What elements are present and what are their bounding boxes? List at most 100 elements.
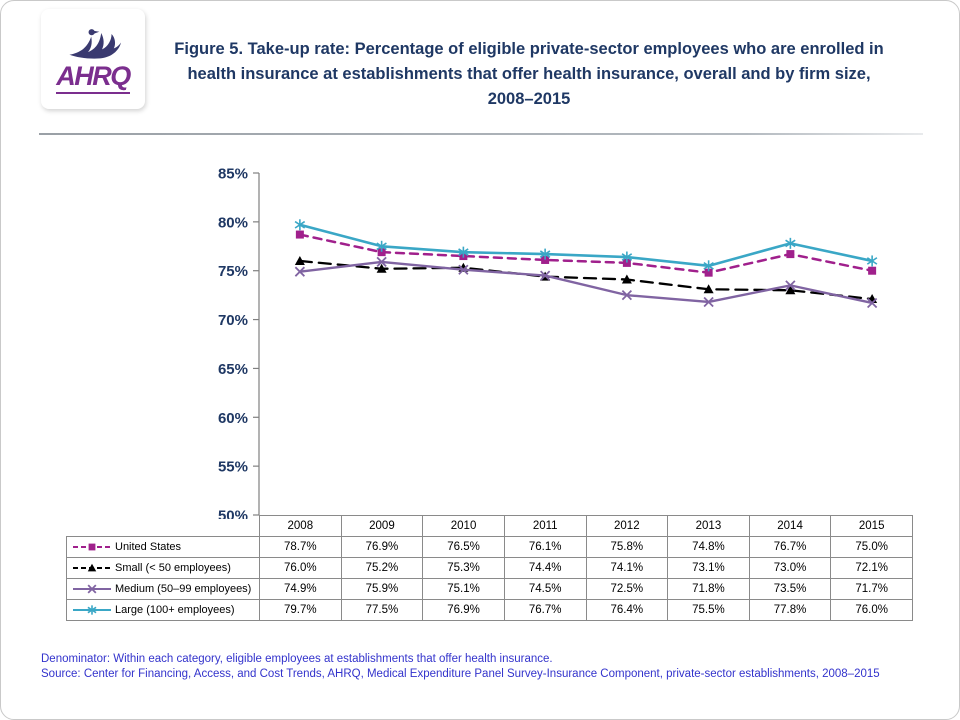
value-medium-50-99-employees-2011: 74.5%	[503, 578, 587, 600]
legend-swatch-united-states	[73, 543, 111, 551]
table-year-header-row: 2008 2009 2010 2011 2012 2013 2014 2015	[67, 515, 913, 537]
value-medium-50-99-employees-2008: 74.9%	[259, 578, 342, 600]
data-point-small-50-employees	[785, 285, 796, 295]
footer-denominator: Denominator: Within each category, eligi…	[41, 653, 553, 665]
series-line-small-50-employees	[298, 259, 874, 301]
table-corner-blank	[67, 516, 260, 537]
value-small-50-employees-2015: 72.1%	[830, 557, 913, 579]
y-tick-label: 80%	[218, 214, 248, 231]
value-united-states-2008: 78.7%	[259, 536, 342, 558]
value-small-50-employees-2014: 73.0%	[748, 557, 832, 579]
table-row-united-states: United States 78.7% 76.9% 76.5% 76.1% 75.8% 74…	[66, 536, 913, 558]
value-united-states-2011: 76.1%	[503, 536, 587, 558]
value-large-100-employees-2015: 76.0%	[830, 599, 913, 621]
figure-title: Figure 5. Take-up rate: Percentage of el…	[174, 40, 884, 108]
year-header-2015: 2015	[830, 515, 913, 537]
year-header-2012: 2012	[585, 515, 669, 537]
value-large-100-employees-2013: 75.5%	[667, 599, 750, 621]
year-header-2011: 2011	[503, 515, 587, 537]
data-point-large-100-employees	[539, 248, 551, 260]
value-small-50-employees-2010: 75.3%	[422, 557, 505, 579]
data-point-united-states	[377, 248, 386, 257]
value-large-100-employees-2011: 76.7%	[503, 599, 587, 621]
row-label-large-100-employees: Large (100+ employees)	[66, 599, 260, 621]
data-point-medium-50-99-employees	[458, 264, 469, 275]
data-point-medium-50-99-employees	[703, 296, 714, 308]
data-point-large-100-employees	[621, 251, 633, 263]
data-point-united-states	[541, 255, 550, 264]
y-tick-label: 70%	[218, 312, 248, 329]
value-medium-50-99-employees-2010: 75.1%	[422, 578, 505, 600]
series-name-label: United States	[115, 541, 182, 553]
value-united-states-2014: 76.7%	[748, 536, 832, 558]
table-row-medium-50-99-employees: Medium (50–99 employees) 74.9% 75.9% 75.1% 7…	[66, 578, 913, 600]
data-point-large-100-employees	[785, 237, 796, 249]
series-name-label: Small (< 50 employees)	[115, 562, 231, 574]
value-united-states-2015: 75.0%	[830, 536, 913, 558]
data-point-united-states	[786, 250, 795, 259]
value-small-50-employees-2011: 74.4%	[503, 557, 587, 579]
value-united-states-2010: 76.5%	[422, 536, 505, 558]
data-point-medium-50-99-employees	[294, 266, 306, 277]
y-tick-label: 50%	[218, 508, 248, 520]
hhs-eagle-icon	[69, 29, 122, 59]
data-point-large-100-employees	[703, 260, 714, 272]
data-point-large-100-employees	[294, 219, 306, 231]
data-point-small-50-employees	[703, 284, 714, 294]
value-medium-50-99-employees-2015: 71.7%	[830, 578, 913, 600]
y-tick-label: 65%	[218, 361, 248, 378]
series-name-label: Medium (50–99 employees)	[115, 583, 252, 595]
footer-source: Source: Center for Financing, Access, an…	[41, 668, 880, 681]
value-medium-50-99-employees-2012: 72.5%	[585, 578, 669, 600]
data-point-united-states	[622, 258, 631, 267]
header-divider	[39, 133, 923, 135]
year-header-2014: 2014	[748, 515, 832, 537]
year-header-2010: 2010	[422, 515, 505, 537]
data-point-small-50-employees	[376, 263, 387, 273]
data-point-medium-50-99-employees	[621, 290, 633, 301]
takeup-rate-line-chart: 50% 55% 60% 65% 70% 75% 80% 85%	[218, 166, 878, 520]
series-line-medium-50-99-employees	[298, 260, 874, 305]
ahrq-logo: AHRQ	[41, 9, 145, 109]
y-tick-label: 60%	[218, 410, 248, 427]
data-point-medium-50-99-employees	[539, 270, 551, 281]
value-large-100-employees-2010: 76.9%	[422, 599, 505, 621]
series-name-label: Large (100+ employees)	[115, 604, 235, 616]
data-point-united-states	[868, 266, 877, 275]
value-united-states-2009: 76.9%	[340, 536, 424, 558]
ahrq-wordmark: AHRQ	[56, 61, 131, 91]
year-header-2013: 2013	[667, 515, 750, 537]
table-row-large-100-employees: Large (100+ employees) 79.7% 77.5% 76.9% 76.…	[66, 599, 913, 621]
value-large-100-employees-2009: 77.5%	[340, 599, 424, 621]
data-point-medium-50-99-employees	[785, 280, 796, 291]
value-large-100-employees-2012: 76.4%	[585, 599, 669, 621]
table-row-small-50-employees: Small (< 50 employees) 76.0% 75.2% 75.3% 74.…	[66, 557, 913, 579]
data-point-small-50-employees	[621, 274, 632, 284]
legend-swatch-small-50-employees	[73, 563, 111, 572]
data-point-medium-50-99-employees	[376, 256, 387, 268]
data-point-united-states	[295, 230, 304, 239]
y-tick-label: 85%	[218, 166, 248, 183]
ahrq-wordmark-rule	[56, 92, 130, 94]
data-point-large-100-employees	[458, 246, 469, 258]
value-united-states-2012: 75.8%	[585, 536, 669, 558]
row-label-medium-50-99-employees: Medium (50–99 employees)	[66, 578, 260, 600]
value-small-50-employees-2008: 76.0%	[259, 557, 342, 579]
data-point-large-100-employees	[376, 240, 387, 252]
y-tick-label: 75%	[218, 263, 248, 280]
data-point-medium-50-99-employees	[866, 297, 878, 309]
year-header-2008: 2008	[259, 515, 342, 537]
value-medium-50-99-employees-2013: 71.8%	[667, 578, 750, 600]
data-table: 2008 2009 2010 2011 2012 2013 2014 2015 United S…	[66, 515, 913, 621]
row-label-small-50-employees: Small (< 50 employees)	[66, 557, 260, 579]
data-point-small-50-employees	[294, 255, 305, 265]
value-large-100-employees-2014: 77.8%	[748, 599, 832, 621]
footer-notes: Denominator: Within each category, eligi…	[41, 652, 891, 682]
data-point-large-100-employees	[866, 255, 878, 267]
series-line-large-100-employees	[298, 223, 874, 268]
year-header-2009: 2009	[340, 515, 424, 537]
data-point-united-states	[704, 268, 713, 277]
value-medium-50-99-employees-2009: 75.9%	[340, 578, 424, 600]
y-tick-label: 55%	[218, 459, 248, 476]
